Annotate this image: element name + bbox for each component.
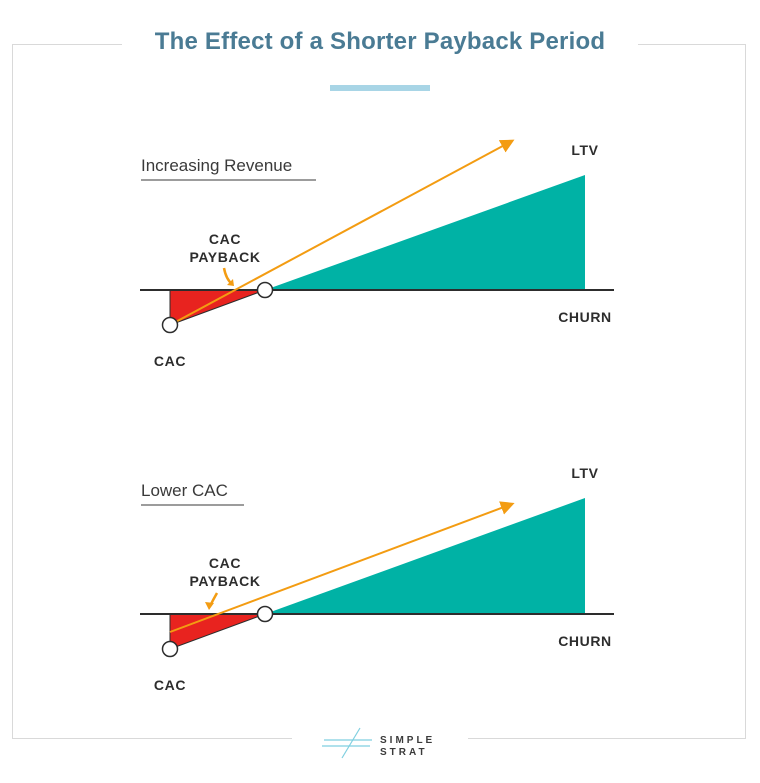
logo-slash-icon: [341, 727, 361, 759]
payback-label-line1: CAC: [209, 555, 241, 571]
cac-label: CAC: [154, 353, 186, 369]
payback-label-line2: PAYBACK: [189, 249, 260, 265]
title-background: [122, 30, 638, 60]
ltv-area: [265, 175, 585, 290]
logo-text-line1: SIMPLE: [380, 735, 435, 746]
payback-label-line1: CAC: [209, 231, 241, 247]
ltv-label: LTV: [571, 465, 598, 481]
section-label: Lower CAC: [141, 481, 228, 500]
churn-label: CHURN: [558, 309, 612, 325]
title-accent-bar: [330, 85, 430, 91]
revenue-arrow: [169, 501, 515, 633]
cac-area: [169, 289, 266, 326]
logo-background: [292, 728, 468, 758]
page-title: The Effect of a Shorter Payback Period: [154, 28, 606, 55]
panel-increasing-revenue: Increasing Revenue CAC PAYBACK LTV CHURN…: [140, 139, 614, 369]
panel-lower-cac: Lower CAC CAC PAYBACK LTV CHURN CAC: [140, 465, 614, 693]
cac-point: [161, 640, 179, 658]
payback-pointer-head-icon: [205, 602, 214, 610]
breakeven-point: [256, 605, 274, 623]
simplestrat-logo: SIMPLE STRAT: [322, 727, 435, 759]
cac-point: [161, 316, 179, 334]
payback-pointer-head-icon: [227, 279, 234, 286]
logo-text-line2: STRAT: [380, 747, 428, 758]
cac-area: [169, 613, 266, 650]
churn-label: CHURN: [558, 633, 612, 649]
breakeven-point: [256, 281, 274, 299]
cac-label: CAC: [154, 677, 186, 693]
section-label: Increasing Revenue: [141, 156, 292, 175]
ltv-label: LTV: [571, 142, 598, 158]
payback-label-line2: PAYBACK: [189, 573, 260, 589]
ltv-area: [265, 498, 585, 614]
revenue-arrow: [169, 139, 515, 326]
